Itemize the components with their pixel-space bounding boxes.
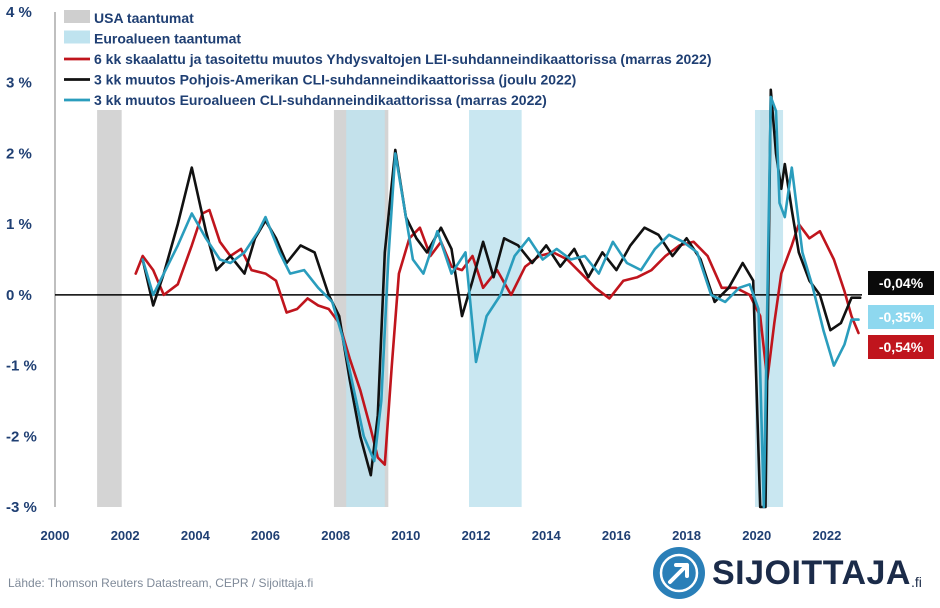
y-tick-label: 0 % [6, 287, 32, 304]
legend-label: 3 kk muutos Euroalueen CLI-suhdanneindik… [94, 92, 547, 108]
x-tick-label: 2014 [532, 528, 562, 543]
x-tick-label: 2000 [41, 528, 70, 543]
end-label-box [868, 305, 934, 329]
x-tick-label: 2008 [321, 528, 350, 543]
legend: USA taantumat Euroalueen taantumat 6 kk sk… [64, 10, 712, 108]
x-tick-label: 2022 [812, 528, 841, 543]
y-tick-label: -1 % [6, 358, 37, 375]
end-label-text: -0,54% [879, 339, 924, 355]
legend-label: USA taantumat [94, 10, 194, 26]
legend-swatch [64, 10, 90, 23]
y-tick-label: 4 % [6, 4, 32, 21]
legend-label: Euroalueen taantumat [94, 31, 241, 47]
y-tick-label: -3 % [6, 499, 37, 516]
brand-name: SIJOITTAJA [712, 553, 911, 592]
legend-label: 6 kk skaalattu ja tasoitettu muutos Yhdy… [94, 51, 712, 67]
x-tick-label: 2006 [251, 528, 280, 543]
axes: 4 % 3 % 2 % 1 % 0 % -1 % -2 % -3 % 2000 2002 2004 2… [6, 4, 862, 543]
legend-swatch [64, 30, 90, 44]
y-tick-label: 2 % [6, 145, 32, 162]
recession-bands [97, 110, 784, 507]
end-label-text: -0,35% [879, 309, 924, 325]
euro-recession-band [346, 110, 385, 507]
brand-logo: SIJOITTAJA .fi [652, 544, 922, 602]
end-label-text: -0,04% [879, 275, 924, 291]
x-tick-label: 2020 [742, 528, 771, 543]
series-lines [134, 88, 862, 509]
x-tick-label: 2018 [672, 528, 701, 543]
usa-recession-band [97, 110, 122, 507]
y-tick-label: 1 % [6, 216, 32, 233]
end-label-box [868, 335, 934, 359]
legend-label: 3 kk muutos Pohjois-Amerikan CLI-suhdann… [94, 72, 576, 88]
series-line-3 [141, 95, 860, 509]
brand-tld: .fi [910, 574, 922, 590]
x-tick-label: 2012 [462, 528, 491, 543]
euro-recession-band [469, 110, 522, 507]
y-tick-label: 3 % [6, 75, 32, 92]
end-labels: -0,04% -0,35% -0,54% [868, 271, 934, 359]
x-tick-label: 2010 [391, 528, 420, 543]
x-tick-label: 2016 [602, 528, 631, 543]
x-tick-label: 2002 [111, 528, 140, 543]
x-tick-label: 2004 [181, 528, 211, 543]
source-note: Lähde: Thomson Reuters Datastream, CEPR … [8, 576, 314, 590]
arrow-up-right-icon [653, 547, 705, 599]
y-tick-label: -2 % [6, 428, 37, 445]
end-label-box [868, 271, 934, 295]
